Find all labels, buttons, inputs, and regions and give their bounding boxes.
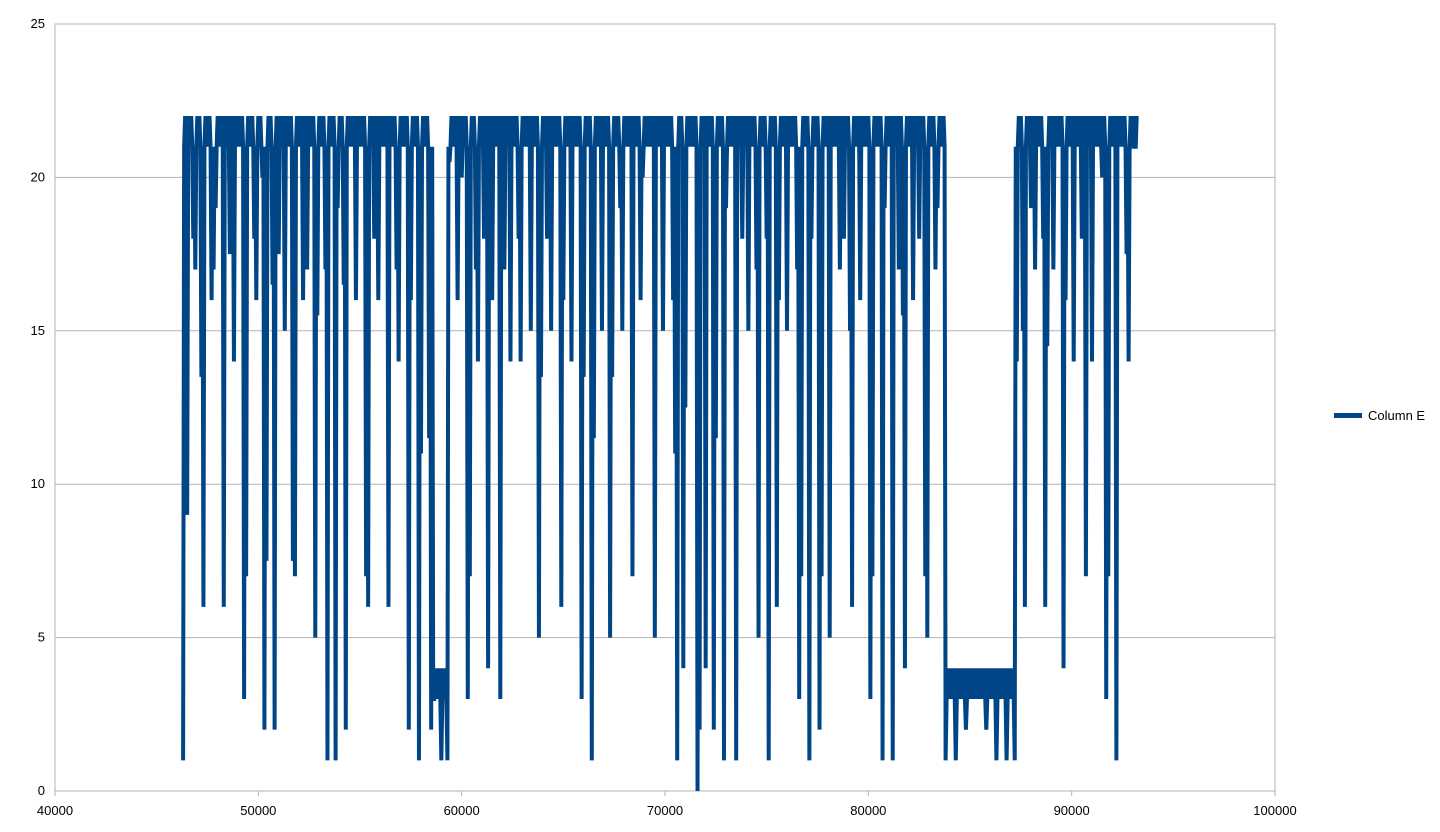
- legend-label-column-e: Column E: [1368, 408, 1426, 423]
- legend: Column E: [1334, 408, 1425, 423]
- axes: [54, 23, 1276, 796]
- x-tick-label: 50000: [240, 803, 276, 818]
- tick-labels: 0 5 10 15 20 25 40000 50000 60000 70000 80000 90000…: [31, 16, 1297, 818]
- x-tick-label: 90000: [1054, 803, 1090, 818]
- series-line-column-e: [181, 115, 1139, 792]
- x-tick-label: 80000: [850, 803, 886, 818]
- y-tick-label: 20: [31, 169, 45, 184]
- x-tick-label: 60000: [444, 803, 480, 818]
- x-tick-label: 40000: [37, 803, 73, 818]
- x-tick-label: 100000: [1253, 803, 1296, 818]
- y-tick-label: 5: [38, 630, 45, 645]
- y-tick-label: 0: [38, 783, 45, 798]
- y-tick-label: 25: [31, 16, 45, 31]
- y-tick-label: 15: [31, 323, 45, 338]
- series-column-e: [181, 115, 1139, 792]
- y-tick-label: 10: [31, 476, 45, 491]
- x-tick-label: 70000: [647, 803, 683, 818]
- legend-swatch-column-e: [1334, 413, 1362, 418]
